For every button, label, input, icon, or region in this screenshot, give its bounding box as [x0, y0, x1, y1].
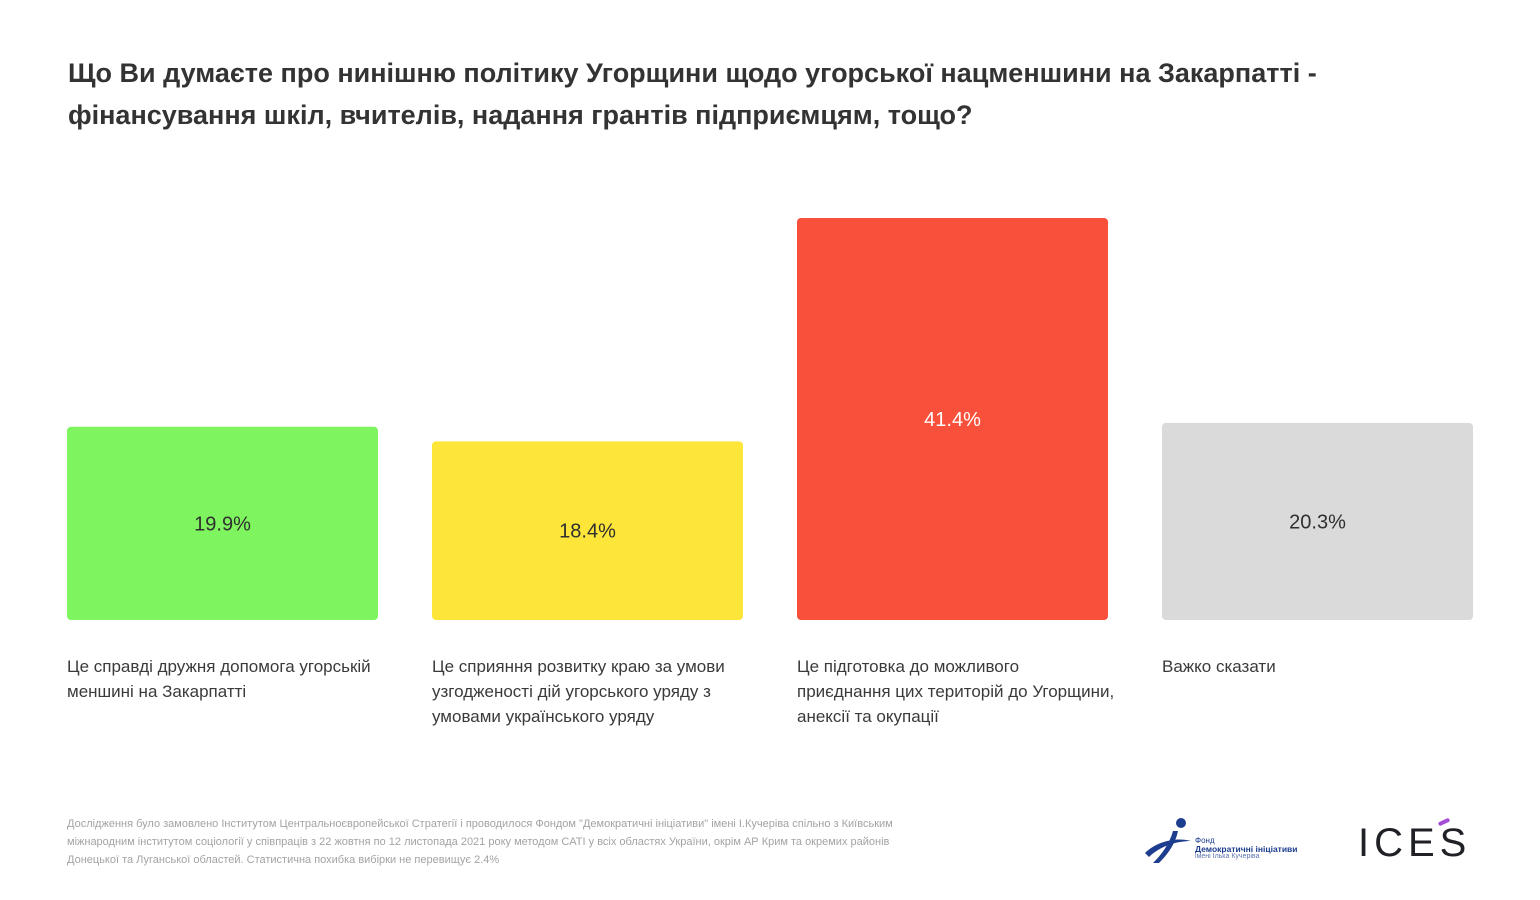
bar — [797, 218, 1108, 620]
dem-logo-line1: Фонд — [1195, 836, 1215, 845]
ices-logo-text: ICES — [1358, 821, 1472, 865]
bar-value-label: 41.4% — [924, 409, 981, 431]
dem-logo-line2: Демократичні ініціативи — [1195, 844, 1298, 854]
bar — [432, 441, 743, 620]
bar-value-label: 18.4% — [559, 521, 616, 543]
bar-value-label: 19.9% — [194, 513, 251, 535]
category-label: Це справді дружня допомога угорській мен… — [67, 657, 371, 701]
chart-title: Що Ви думаєте про нинішню політику Угорщ… — [68, 58, 1317, 130]
category-label: Це підготовка до можливого приєднання ци… — [797, 657, 1115, 726]
methodology-footnote: Дослідження було замовлено Інститутом Це… — [67, 818, 893, 866]
democratic-initiatives-emblem-icon — [1145, 818, 1191, 863]
dem-logo-line3: імені Ілька Кучеріва — [1195, 853, 1260, 860]
bar-value-label: 20.3% — [1289, 511, 1346, 533]
democratic-initiatives-logo: Фонд Демократичні ініціативи імені Ілька… — [1143, 815, 1303, 867]
ices-logo: ICES — [1358, 817, 1472, 868]
category-label: Це сприяння розвитку краю за умови узгод… — [432, 657, 725, 726]
bar — [1162, 422, 1473, 620]
bar — [67, 426, 378, 620]
category-label: Важко сказати — [1162, 657, 1276, 676]
